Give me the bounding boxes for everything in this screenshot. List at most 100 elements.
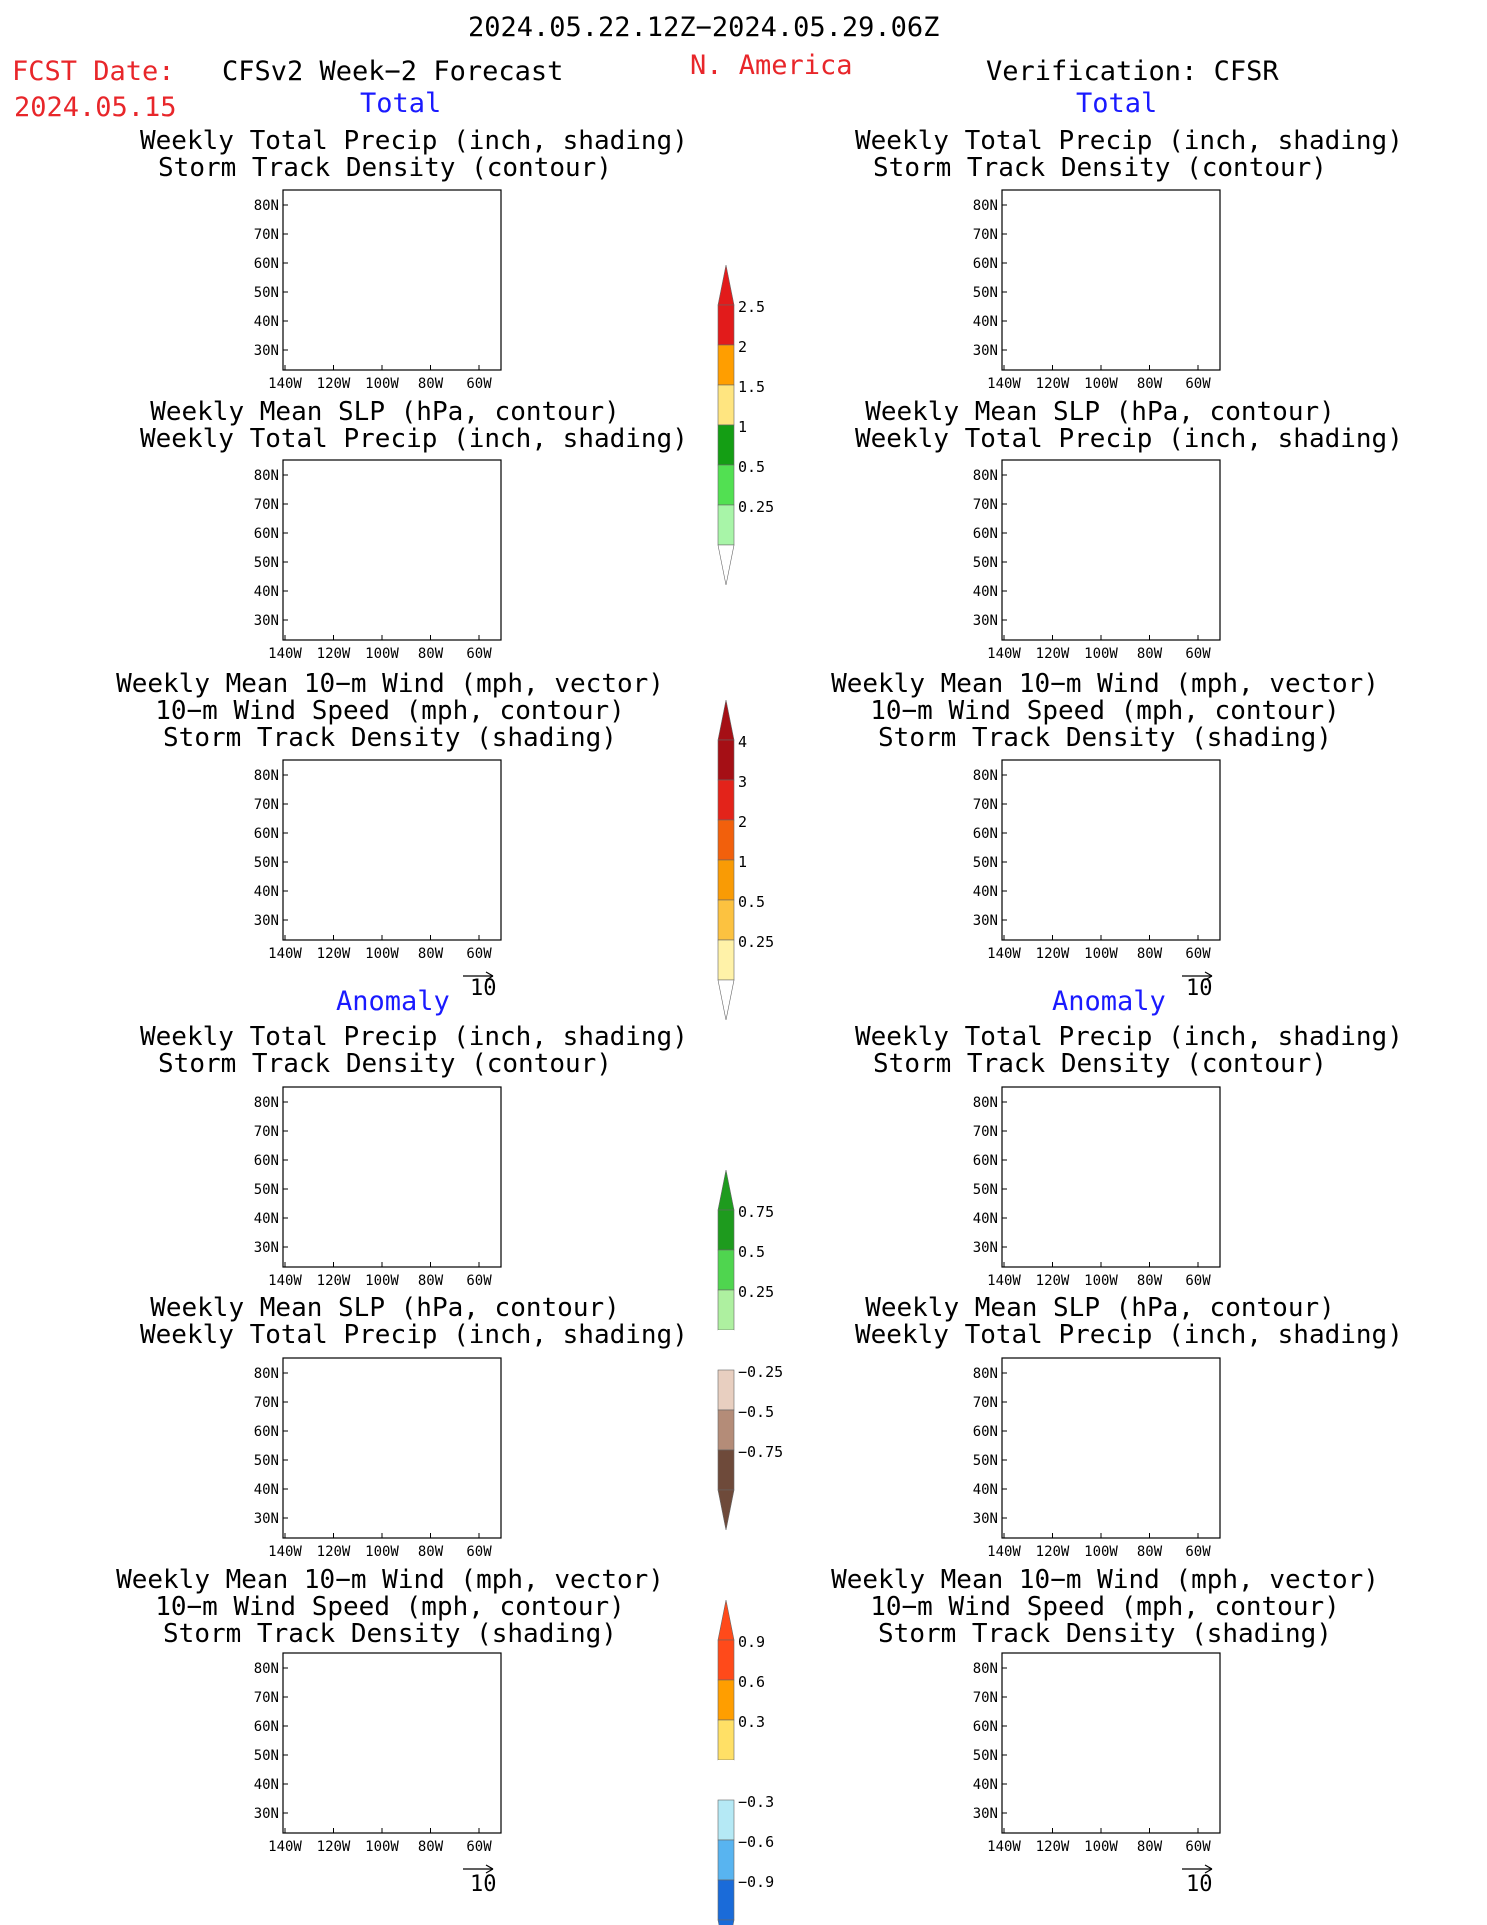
- lon-tick-label: 100W: [1084, 1544, 1118, 1560]
- vector-scale-label: 10: [1186, 976, 1213, 1001]
- colorbar-label: −0.9: [738, 1873, 774, 1891]
- colorbar-swatch: [717, 1839, 735, 1881]
- lat-tick-label: 50N: [254, 285, 279, 301]
- colorbar-label: 0.75: [738, 1203, 774, 1221]
- colorbar-swatch: [717, 1679, 735, 1721]
- lon-tick-label: 100W: [1084, 646, 1118, 662]
- contour-label: 1017.5: [1152, 490, 1192, 503]
- colorbar-swatch: [717, 1249, 735, 1291]
- contour-label: −0.3: [1152, 1117, 1179, 1130]
- fcst-date: 2024.05.15: [14, 92, 177, 123]
- colorbar-label: 0.3: [738, 1713, 765, 1731]
- lat-tick-label: 40N: [254, 314, 279, 330]
- lon-tick-label: 120W: [317, 376, 351, 392]
- section-total-left: Total: [360, 88, 442, 119]
- lat-tick-label: 60N: [254, 1719, 279, 1735]
- lat-tick-label: 60N: [254, 256, 279, 272]
- lon-tick-label: 100W: [365, 646, 399, 662]
- lat-tick-label: 80N: [254, 1661, 279, 1677]
- lon-tick-label: 100W: [365, 1544, 399, 1560]
- lat-tick-label: 50N: [973, 1748, 998, 1764]
- panel-title: Weekly Mean 10−m Wind (mph, vector) 10−m …: [831, 1565, 1379, 1649]
- lon-tick-label: 60W: [1185, 1544, 1211, 1560]
- lat-tick-label: 30N: [254, 343, 279, 359]
- lon-tick-label: 100W: [1084, 376, 1118, 392]
- fcst-date-label: FCST Date:: [12, 56, 175, 87]
- lon-tick-label: 60W: [466, 1544, 492, 1560]
- lon-tick-label: 140W: [268, 1544, 302, 1560]
- colorbar-swatch: [717, 899, 735, 941]
- lat-tick-label: 40N: [973, 1777, 998, 1793]
- lat-tick-label: 70N: [254, 1690, 279, 1706]
- contour-label: −0.3: [433, 1117, 460, 1130]
- lat-tick-label: 80N: [973, 1661, 998, 1677]
- lon-tick-label: 60W: [466, 376, 492, 392]
- lat-tick-label: 70N: [254, 1124, 279, 1140]
- lat-tick-label: 50N: [973, 1453, 998, 1469]
- lat-tick-label: 40N: [254, 1211, 279, 1227]
- lon-tick-label: 80W: [1137, 1273, 1163, 1289]
- lat-tick-label: 70N: [973, 797, 998, 813]
- lat-tick-label: 30N: [254, 1511, 279, 1527]
- lon-tick-label: 120W: [1036, 1544, 1070, 1560]
- lon-tick-label: 120W: [1036, 1839, 1070, 1855]
- section-anomaly-right: Anomaly: [1052, 986, 1166, 1017]
- colorbar-label: 2.5: [738, 298, 765, 316]
- lat-tick-label: 80N: [254, 198, 279, 214]
- lon-tick-label: 100W: [365, 376, 399, 392]
- lon-tick-label: 120W: [1036, 376, 1070, 392]
- lat-tick-label: 30N: [973, 1240, 998, 1256]
- lon-tick-label: 140W: [987, 1273, 1021, 1289]
- lat-tick-label: 50N: [254, 855, 279, 871]
- panel-title: Weekly Total Precip (inch, shading) Storm…: [855, 1022, 1403, 1079]
- lon-tick-label: 60W: [1185, 1839, 1211, 1855]
- colorbar-swatch: [717, 779, 735, 821]
- colorbar-swatch: [717, 739, 735, 781]
- colorbar-swatch: [717, 344, 735, 386]
- panel-title: Weekly Mean SLP (hPa, contour) Weekly Tot…: [140, 1293, 688, 1350]
- lon-tick-label: 80W: [1137, 946, 1163, 962]
- colorbar-label: 0.5: [738, 893, 765, 911]
- lat-tick-label: 60N: [973, 1424, 998, 1440]
- contour-label: 1010: [1140, 512, 1167, 525]
- lat-tick-label: 80N: [973, 198, 998, 214]
- map-panel-fc-anom-1: −0.3 80N 70N 60N 50N 40N 30N 140W 120W 100W 80W 60W: [254, 1086, 502, 1289]
- colorbar-precip-total: 2.5 2 1.5 1 0.5 0.25: [717, 264, 774, 586]
- lat-tick-label: 60N: [973, 526, 998, 542]
- lon-tick-label: 100W: [365, 946, 399, 962]
- lon-tick-label: 80W: [1137, 646, 1163, 662]
- colorbar-swatch: [717, 464, 735, 506]
- lat-tick-label: 60N: [254, 526, 279, 542]
- lon-tick-label: 80W: [418, 1839, 444, 1855]
- lat-tick-label: 50N: [973, 1182, 998, 1198]
- lon-tick-label: 100W: [1084, 946, 1118, 962]
- lon-tick-label: 80W: [418, 376, 444, 392]
- lon-tick-label: 140W: [268, 646, 302, 662]
- lat-tick-label: 30N: [973, 1806, 998, 1822]
- vector-scale-label: 10: [1186, 1872, 1213, 1897]
- lon-tick-label: 140W: [987, 1839, 1021, 1855]
- lat-tick-label: 50N: [254, 1748, 279, 1764]
- lat-tick-label: 80N: [973, 468, 998, 484]
- lon-tick-label: 80W: [1137, 1544, 1163, 1560]
- lon-tick-label: 120W: [317, 1273, 351, 1289]
- lat-tick-label: 40N: [973, 1482, 998, 1498]
- lon-tick-label: 100W: [365, 1273, 399, 1289]
- colorbar-label: 0.5: [738, 1243, 765, 1261]
- lat-tick-label: 30N: [973, 913, 998, 929]
- lat-tick-label: 70N: [973, 497, 998, 513]
- map-panel-fc-anom-2: 6 80N 70N 60N 50N 40N 30N 140W 120W 100W 80W 60W: [254, 1357, 502, 1560]
- colorbar-swatch: [717, 424, 735, 466]
- lat-tick-label: 40N: [973, 1211, 998, 1227]
- colorbar-label: −0.6: [738, 1833, 774, 1851]
- colorbar-storm-anom: 0.9 0.6 0.3 −0.3 −0.6 −0.9: [717, 1599, 774, 1925]
- lon-tick-label: 120W: [317, 1839, 351, 1855]
- map-panel-vf-total-1: 0.25 80N 70N 60N 50N 40N 30N 140W 120W 100W 80W 60W: [973, 189, 1221, 392]
- colorbar-swatch: [717, 504, 735, 546]
- colorbar-label: −0.25: [738, 1363, 783, 1381]
- map-panel-fc-total-3: 6 80N 70N 60N 50N 40N 30N 140W 120W 100W 80W 60W: [254, 759, 502, 981]
- lon-tick-label: 100W: [1084, 1839, 1118, 1855]
- contour-label: 6: [433, 790, 440, 803]
- colorbar-swatch: [717, 1449, 735, 1491]
